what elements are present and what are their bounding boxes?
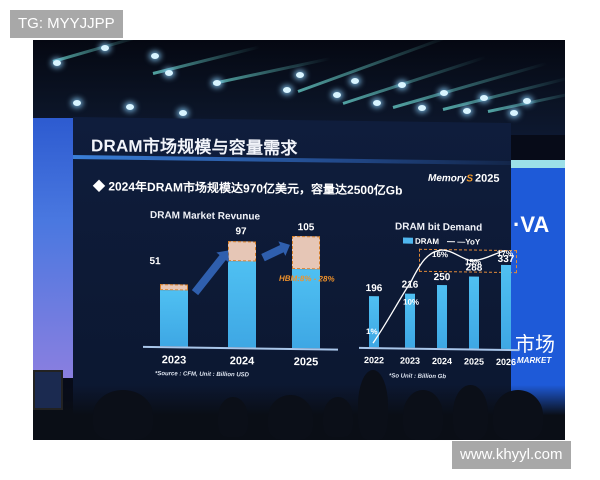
audience-phone — [33, 370, 63, 410]
stage-light — [296, 72, 304, 78]
audience-head — [358, 370, 388, 440]
stage-light — [440, 90, 448, 96]
stage-light — [398, 82, 406, 88]
audience-silhouettes — [33, 370, 565, 440]
light-beam — [297, 40, 449, 93]
light-beam — [52, 40, 140, 63]
audience-head — [268, 395, 313, 440]
audience-head — [93, 390, 153, 440]
audience-head — [453, 385, 488, 440]
side-screen-en-text: MARKET — [517, 356, 552, 365]
stage-light — [333, 92, 341, 98]
stage-light — [151, 53, 159, 59]
audience-head — [218, 397, 248, 437]
stage-light — [126, 104, 134, 110]
stage-light — [101, 45, 109, 51]
stage-light — [373, 100, 381, 106]
stage-light — [283, 87, 291, 93]
side-screen-cn-text: 市场 — [515, 334, 555, 356]
stage-light — [463, 108, 471, 114]
stage-light — [510, 110, 518, 116]
demand-category-2026: 2026 — [495, 356, 517, 368]
watermark-top-left: TG: MYYJJPP — [10, 10, 123, 38]
audience-head — [403, 390, 443, 440]
stage-light — [351, 78, 359, 84]
left-side-screen — [33, 118, 73, 378]
stage-light — [179, 110, 187, 116]
yoy-2022: 1% — [366, 327, 378, 337]
stage-light — [213, 80, 221, 86]
light-beam — [342, 55, 487, 105]
stage-light — [523, 98, 531, 104]
audience-head — [493, 390, 543, 440]
audience-head — [323, 397, 353, 437]
stage-light — [73, 100, 81, 106]
yoy-2025: 15% — [465, 257, 482, 267]
stage-light — [418, 105, 426, 111]
yoy-line — [372, 249, 506, 344]
yoy-2024: 16% — [432, 249, 449, 260]
yoy-2023: 10% — [403, 297, 420, 307]
stage-light — [165, 70, 173, 76]
watermark-bottom-right: www.khyyl.com — [452, 441, 571, 469]
stage-light — [53, 60, 61, 66]
presentation-photo: ·VA 市场 MARKET DRAM市场规模与容量需求 MemoryS 2025 … — [33, 40, 565, 440]
yoy-2026: 17% — [497, 248, 514, 259]
presentation-slide: DRAM市场规模与容量需求 MemoryS 2025 ◆ 2024年DRAM市场规… — [73, 116, 519, 424]
stage-light — [480, 95, 488, 101]
side-screen-text: ·VA — [513, 212, 550, 237]
light-beam — [212, 57, 331, 85]
demand-source-note: *So Unit : Billion Gb — [389, 373, 446, 381]
